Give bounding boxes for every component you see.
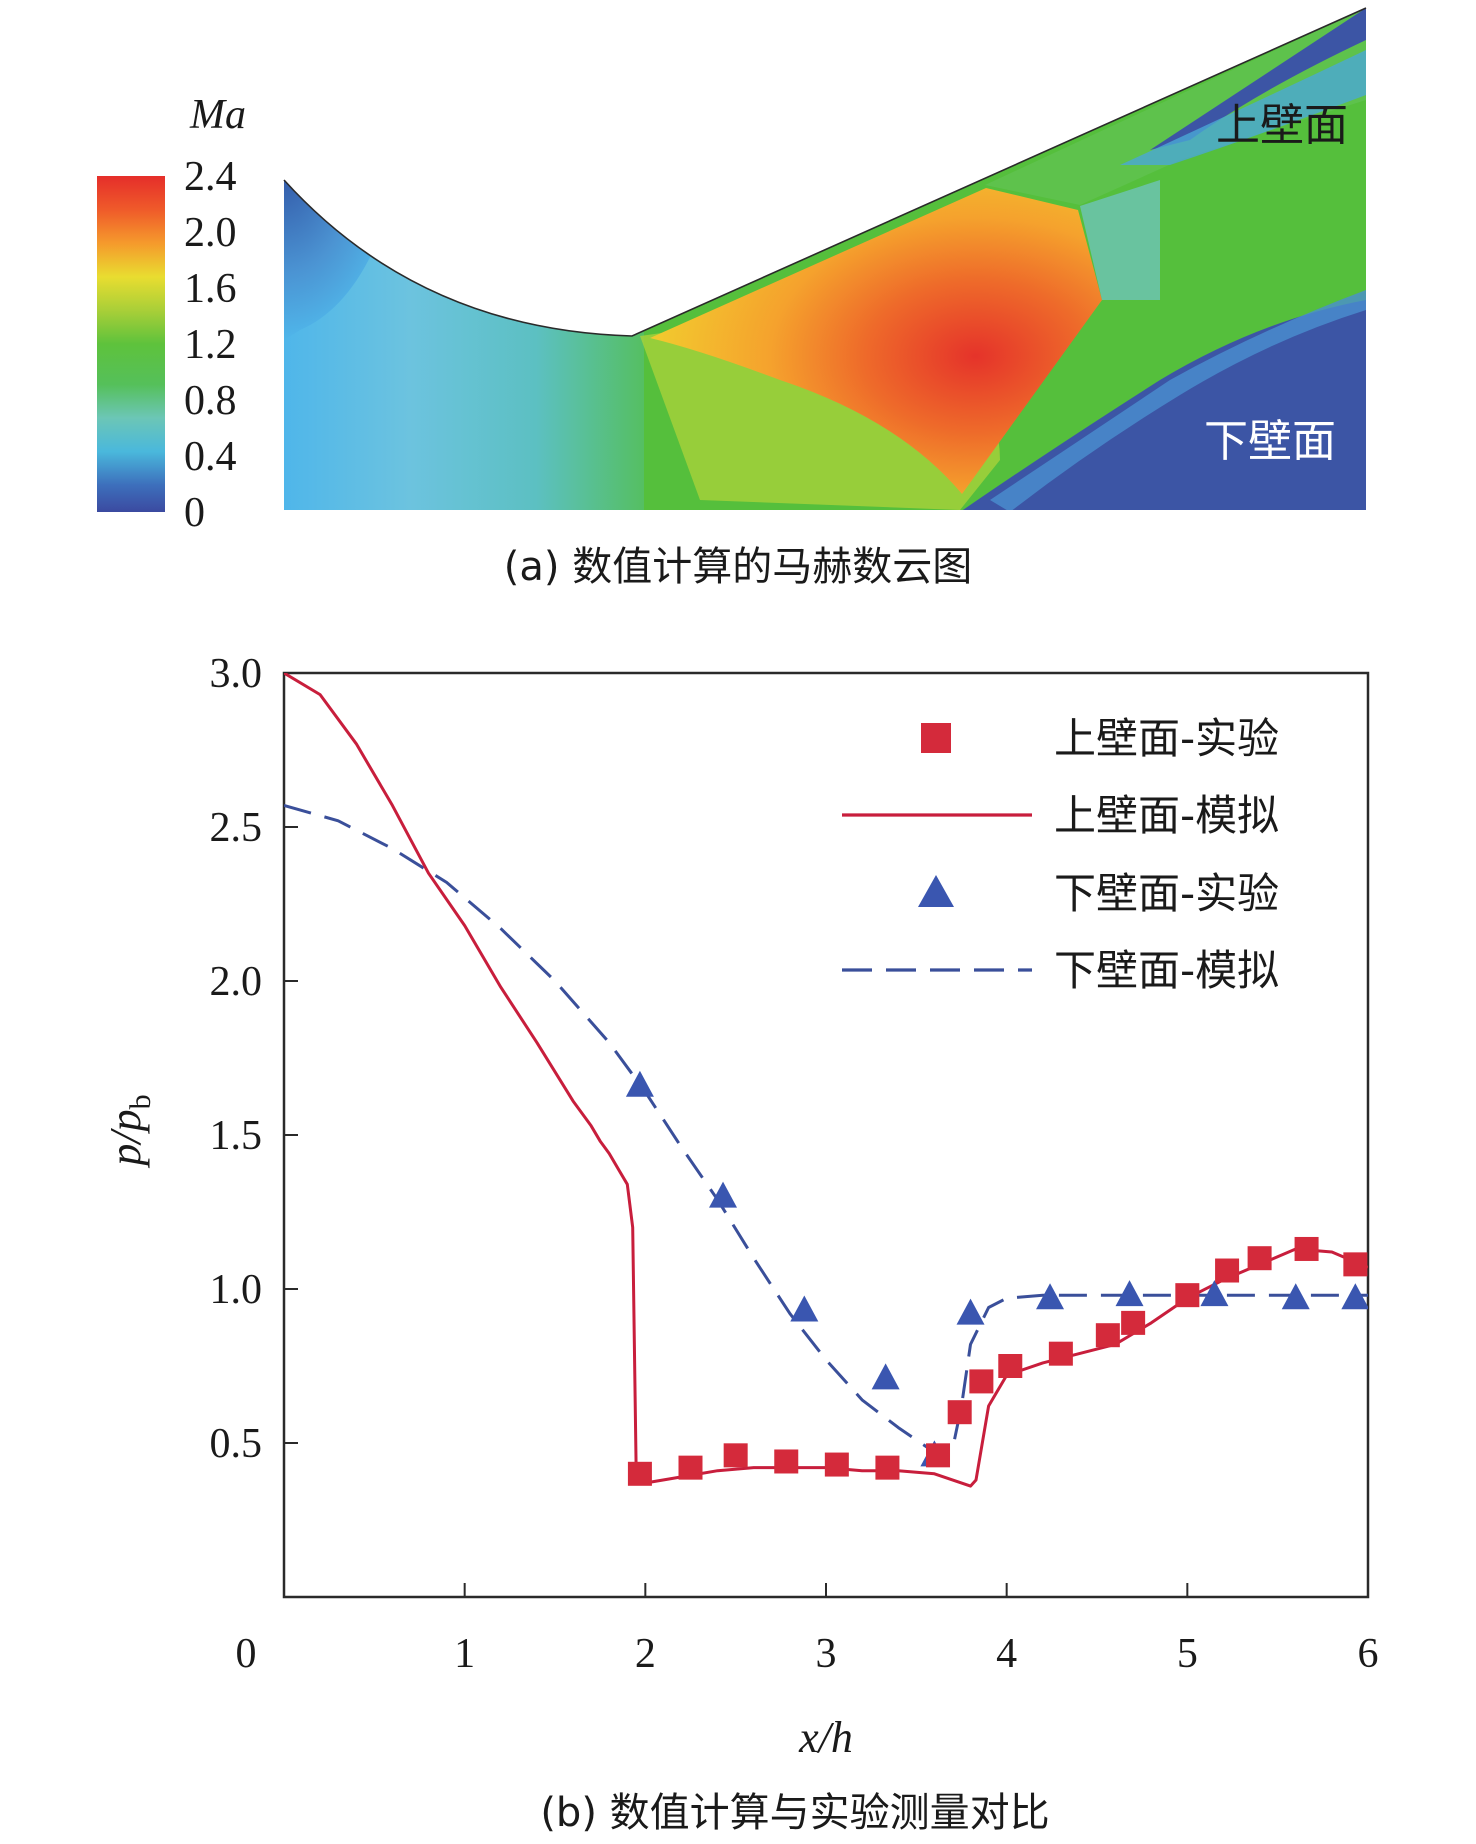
lower-wall-exp-point [1115,1280,1144,1307]
lower-wall-label: 下壁面 [1204,416,1336,467]
colorbar-tick-label: 1.6 [184,266,237,312]
panel-a-caption: (a) 数值计算的马赫数云图 [504,544,972,590]
y-tick-label: 1.5 [210,1113,263,1159]
legend-marker-triangle [918,875,954,907]
x-tick-label: 5 [1177,1631,1198,1677]
upper-wall-exp-point [627,1461,652,1486]
y-tick-label: 3.0 [210,651,263,697]
x-tick-label: 2 [635,1631,656,1677]
y-tick-label: 0.5 [210,1421,263,1467]
lower-wall-exp-point [871,1363,900,1390]
upper-wall-exp-point [1048,1341,1073,1366]
upper-wall-exp-point [1294,1236,1319,1261]
lower-wall-exp-point [790,1295,819,1322]
colorbar-tick-label: 0 [184,490,205,536]
upper-wall-exp-point [1175,1283,1200,1308]
upper-wall-outline [283,7,1367,337]
y-tick-label: 2.0 [210,959,263,1005]
x-tick-label: 1 [454,1631,475,1677]
upper-wall-exp-point [1121,1310,1146,1335]
x-tick-label: 6 [1358,1631,1379,1677]
y-axis-label-sub: b [124,1094,157,1109]
colorbar-title: Ma [189,92,246,138]
colorbar-tick-label: 1.2 [184,322,237,368]
lower-wall-exp-point [1200,1280,1229,1307]
lower-wall-exp-point [956,1298,985,1325]
colorbar-tick-label: 2.0 [184,210,237,256]
upper-wall-exp-point [1343,1252,1368,1277]
lower-wall-sim-line [284,803,1368,1454]
panel-b-caption: (b) 数值计算与实验测量对比 [540,1790,1049,1836]
y-axis-ticks: 0.5 1.0 1.5 2.0 2.5 3.0 [210,651,298,1467]
legend-label: 上壁面-模拟 [1054,791,1279,840]
x-tick-label: 3 [816,1631,837,1677]
lower-wall-exp-point [625,1070,654,1097]
y-axis-label: p/pb [101,1094,157,1168]
colorbar-ticks: 2.4 2.0 1.6 1.2 0.8 0.4 0 [184,154,237,536]
x-tick-label: 4 [996,1631,1017,1677]
upper-wall-exp-point [774,1449,799,1474]
series-layer [284,673,1368,1488]
legend-label: 上壁面-实验 [1054,714,1279,763]
legend-label: 下壁面-模拟 [1054,946,1279,995]
y-tick-label: 1.0 [210,1267,263,1313]
upper-wall-exp-point [1095,1323,1120,1348]
lower-wall-exp-point [709,1181,738,1208]
colorbar: Ma 2.4 2.0 1.6 1.2 0.8 0.4 0 [97,92,246,536]
upper-wall-exp-point [678,1455,703,1480]
lower-wall-exp-point [1281,1283,1310,1310]
upper-wall-exp-point [824,1452,849,1477]
colorbar-tick-label: 0.8 [184,378,237,424]
pressure-chart-panel: 0.5 1.0 1.5 2.0 2.5 3.0 0 1 2 3 4 5 6 上壁面-实验上壁面-模拟下… [101,651,1379,1836]
upper-wall-exp-point [875,1455,900,1480]
y-axis-label-main: p/p [101,1109,150,1168]
legend-label: 下壁面-实验 [1054,869,1279,918]
mach-contour-panel: Ma 2.4 2.0 1.6 1.2 0.8 0.4 0 上壁面 下壁面 (a) 数值计算的… [97,7,1367,590]
legend-marker-square [921,723,951,753]
upper-wall-exp-point [969,1369,994,1394]
x-axis-label: x/h [798,1713,853,1762]
lower-wall-exp-point [1341,1283,1368,1310]
upper-wall-label: 上壁面 [1216,100,1348,151]
y-tick-label: 2.5 [210,805,263,851]
x-axis-ticks: 0 1 2 3 4 5 6 [236,1583,1379,1677]
lower-wall-exp-point [1036,1283,1065,1310]
upper-wall-exp-point [723,1443,748,1468]
upper-wall-exp-point [1247,1246,1272,1271]
colorbar-tick-label: 0.4 [184,434,237,480]
upper-wall-exp-point [926,1443,951,1468]
x-tick-label: 0 [236,1631,257,1677]
upper-wall-exp-point [1215,1258,1240,1283]
upper-wall-exp-point [998,1354,1023,1378]
upper-wall-exp-point [947,1400,972,1425]
colorbar-tick-label: 2.4 [184,154,237,200]
colorbar-gradient [97,176,165,512]
